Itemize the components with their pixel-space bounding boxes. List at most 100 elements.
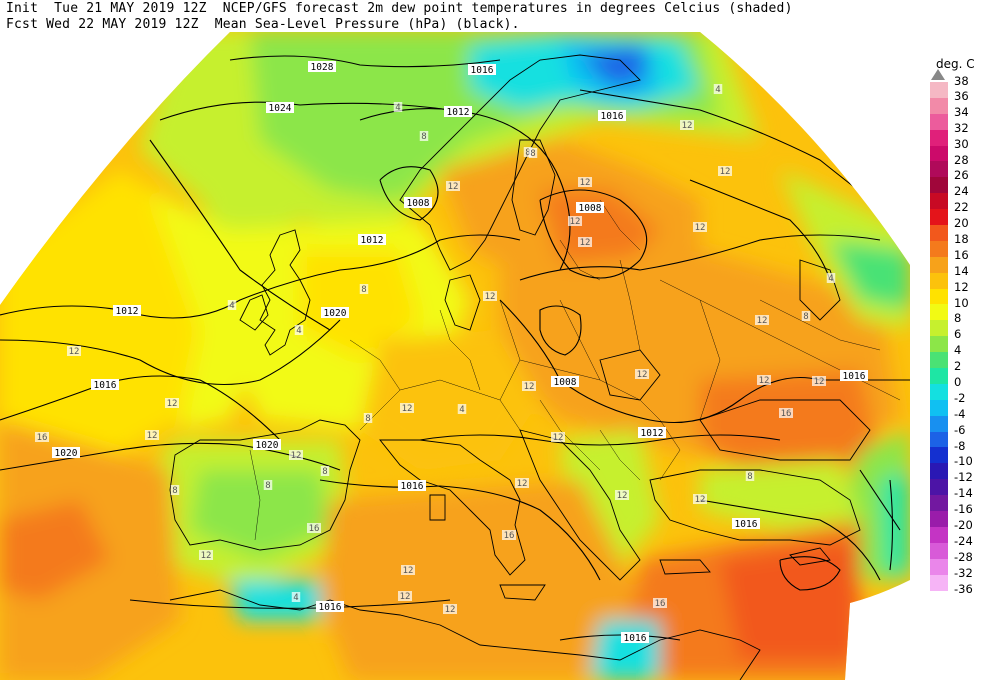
dewpoint-label-box	[551, 432, 565, 442]
isobar-label-box	[398, 480, 426, 491]
isobar-label: 1016	[601, 111, 624, 122]
legend-swatch	[930, 288, 948, 305]
isobar-label: 1012	[641, 428, 664, 439]
legend-label: 20	[954, 216, 969, 231]
dewpoint-label-box	[523, 147, 533, 157]
legend-label: 16	[954, 247, 969, 262]
legend-swatch	[930, 415, 948, 432]
dewpoint-label: 16	[655, 599, 666, 609]
legend-swatch	[930, 479, 948, 496]
dewpoint-label: 12	[403, 566, 414, 576]
dewpoint-label-box	[35, 432, 49, 442]
legend-label: -14	[954, 486, 973, 501]
legend-swatch	[930, 129, 948, 146]
dewpoint-label-box	[419, 131, 429, 141]
dewpoint-label: 12	[580, 178, 591, 188]
legend-swatch	[930, 526, 948, 543]
dewpoint-label-box	[400, 403, 414, 413]
legend-swatch	[930, 320, 948, 337]
legend-label: -12	[954, 470, 973, 485]
legend-swatch	[930, 240, 948, 257]
dewpoint-label-box	[291, 592, 301, 602]
dewpoint-label: 12	[524, 382, 535, 392]
legend-label: 24	[954, 184, 969, 199]
dewpoint-label: 4	[395, 103, 400, 113]
dewpoint-label: 16	[37, 433, 48, 443]
legend-swatch	[930, 272, 948, 289]
legend-overflow-arrow-icon	[931, 69, 945, 80]
legend-label: -32	[954, 565, 973, 580]
dewpoint-label: 12	[682, 121, 693, 131]
dewpoint-label: 12	[757, 316, 768, 326]
dewpoint-label-box	[483, 291, 497, 301]
dewpoint-label: 12	[580, 238, 591, 248]
isobar-label: 1020	[55, 448, 78, 459]
dewpoint-label-box	[653, 598, 667, 608]
isobar-label-box	[840, 370, 868, 381]
dewpoint-label: 4	[229, 301, 234, 311]
dewpoint-label-box	[578, 177, 592, 187]
dewpoint-label: 12	[402, 404, 413, 414]
isobar-label-box	[576, 202, 604, 213]
isobar-labels: 1028 1024 1020 1016 1012 1012 1008 1008 1008 1016…	[52, 61, 868, 644]
dewpoint-label-box	[801, 311, 811, 321]
dewpoint-label-box	[457, 404, 467, 414]
legend-label: -28	[954, 549, 973, 564]
dewpoint-label: 8	[530, 149, 535, 159]
dewpoint-label-box	[757, 375, 771, 385]
dewpoint-label: 12	[291, 451, 302, 461]
dewpoint-label: 12	[147, 431, 158, 441]
dewpoint-label-box	[446, 181, 460, 191]
dewpoint-label: 8	[747, 472, 752, 482]
dewpoint-label-box	[145, 430, 159, 440]
isobar-label-box	[253, 439, 281, 450]
legend-swatch	[930, 431, 948, 448]
dewpoint-label-box	[812, 376, 826, 386]
dewpoint-label-box	[515, 478, 529, 488]
isobar-label-box	[52, 447, 80, 458]
legend-swatch	[930, 256, 948, 273]
legend-label: -24	[954, 533, 973, 548]
dewpoint-label-box	[165, 398, 179, 408]
dewpoint-label-box	[635, 369, 649, 379]
dewpoint-label: 8	[525, 148, 530, 158]
dewpoint-label-box	[67, 346, 81, 356]
dewpoint-label-box	[393, 102, 403, 112]
dewpoint-label-box	[693, 494, 707, 504]
legend-swatch	[930, 209, 948, 226]
isobar-label: 1016	[624, 633, 647, 644]
dewpoint-labels: 4 8 12 12 8 12 12 4 8 12 12 16 12 8 12 12 16 12 4 12 12 8 4 16 1…	[35, 84, 836, 615]
isobar-label-box	[468, 64, 496, 75]
dewpoint-label-box	[615, 490, 629, 500]
isobar-label: 1016	[843, 371, 866, 382]
legend-label: 36	[954, 89, 969, 103]
dewpoint-label-box	[779, 408, 793, 418]
legend-top-label: 38	[954, 74, 969, 88]
dewpoint-label: 16	[781, 409, 792, 419]
dewpoint-label: 12	[759, 376, 770, 386]
dewpoint-label: 4	[459, 405, 464, 415]
dewpoint-label-box	[294, 325, 304, 335]
legend-label: -16	[954, 502, 973, 517]
legend-label: -4	[954, 406, 966, 421]
dewpoint-label: 12	[617, 491, 628, 501]
isobar-label: 1016	[471, 65, 494, 76]
legend-label: -2	[954, 390, 966, 405]
isobar-label: 1008	[554, 377, 577, 388]
legend-swatch	[930, 82, 948, 98]
legend-label: 14	[954, 263, 969, 278]
dewpoint-label: 12	[167, 399, 178, 409]
isobar-label-box	[316, 601, 344, 612]
isobar-label-box	[551, 376, 579, 387]
dewpoint-map: 4812128121248121216128121216124121284161…	[0, 32, 910, 680]
dewpoint-label: 12	[445, 605, 456, 615]
dewpoint-label: 8	[172, 486, 177, 496]
isobar-label-box	[91, 379, 119, 390]
isobar-label-box	[321, 307, 349, 318]
shaded-field	[0, 32, 910, 680]
isobar-label: 1008	[407, 198, 430, 209]
legend-swatch	[930, 558, 948, 575]
isobar-label-box	[621, 632, 649, 643]
dewpoint-label-box	[522, 381, 536, 391]
dewpoint-label-box	[528, 148, 538, 158]
